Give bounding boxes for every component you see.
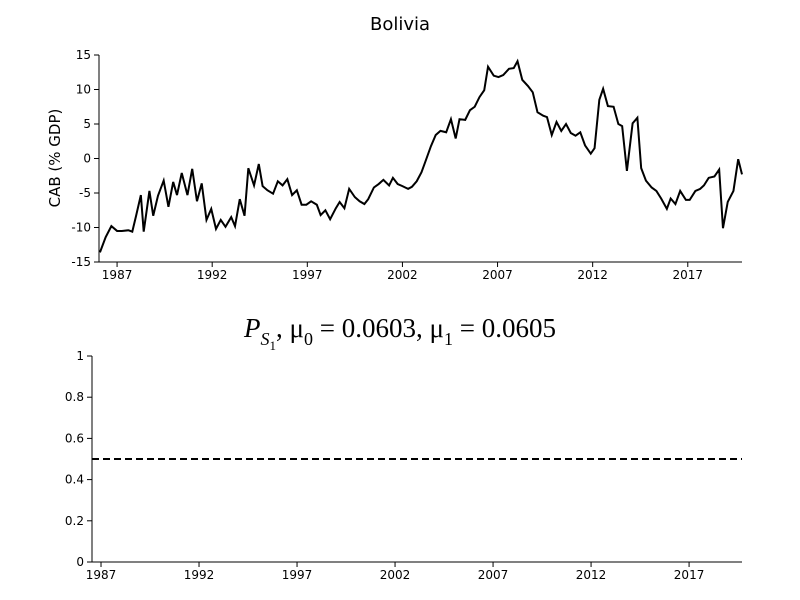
y-tick-label: 0.2 — [65, 514, 84, 528]
y-tick-label: -15 — [71, 255, 91, 269]
x-tick-label: 2017 — [674, 568, 705, 582]
title-part: , μ — [276, 313, 304, 343]
x-tick-label: 1987 — [86, 568, 117, 582]
title-part: = 0.0603, μ — [313, 313, 444, 343]
y-tick-label: 10 — [76, 83, 91, 97]
y-tick-label: 0 — [76, 555, 84, 569]
chart-title: PS1, μ0 = 0.0603, μ1 = 0.0605 — [243, 313, 556, 353]
x-tick-label: 1997 — [292, 268, 323, 282]
x-tick-label: 2017 — [673, 268, 704, 282]
x-tick-label: 2002 — [387, 268, 418, 282]
y-tick-label: 0 — [83, 152, 91, 166]
data-line — [99, 58, 743, 253]
y-tick-label: 0.8 — [65, 390, 84, 404]
title-part: P — [243, 313, 261, 343]
x-tick-label: 2002 — [380, 568, 411, 582]
y-tick-label: 15 — [76, 48, 91, 62]
y-tick-label: 0.6 — [65, 431, 84, 445]
title-part: 1 — [270, 338, 277, 353]
y-tick-label: 5 — [83, 117, 91, 131]
y-axis-label: CAB (% GDP) — [46, 109, 64, 208]
title-part: 0 — [304, 329, 313, 349]
x-tick-label: 2007 — [478, 568, 509, 582]
y-tick-label: -10 — [71, 221, 91, 235]
chart-title: Bolivia — [370, 14, 430, 35]
y-tick-label: 1 — [76, 349, 84, 363]
x-tick-label: 1997 — [282, 568, 313, 582]
x-tick-label: 1987 — [102, 268, 133, 282]
x-tick-label: 2012 — [576, 568, 607, 582]
y-tick-label: 0.4 — [65, 473, 84, 487]
title-part: 1 — [444, 329, 453, 349]
title-part: = 0.0605 — [453, 313, 556, 343]
title-part: S — [261, 329, 270, 349]
x-tick-label: 2007 — [482, 268, 513, 282]
x-tick-label: 2012 — [577, 268, 608, 282]
y-tick-label: -5 — [79, 186, 91, 200]
x-tick-label: 1992 — [197, 268, 228, 282]
x-tick-label: 1992 — [184, 568, 215, 582]
